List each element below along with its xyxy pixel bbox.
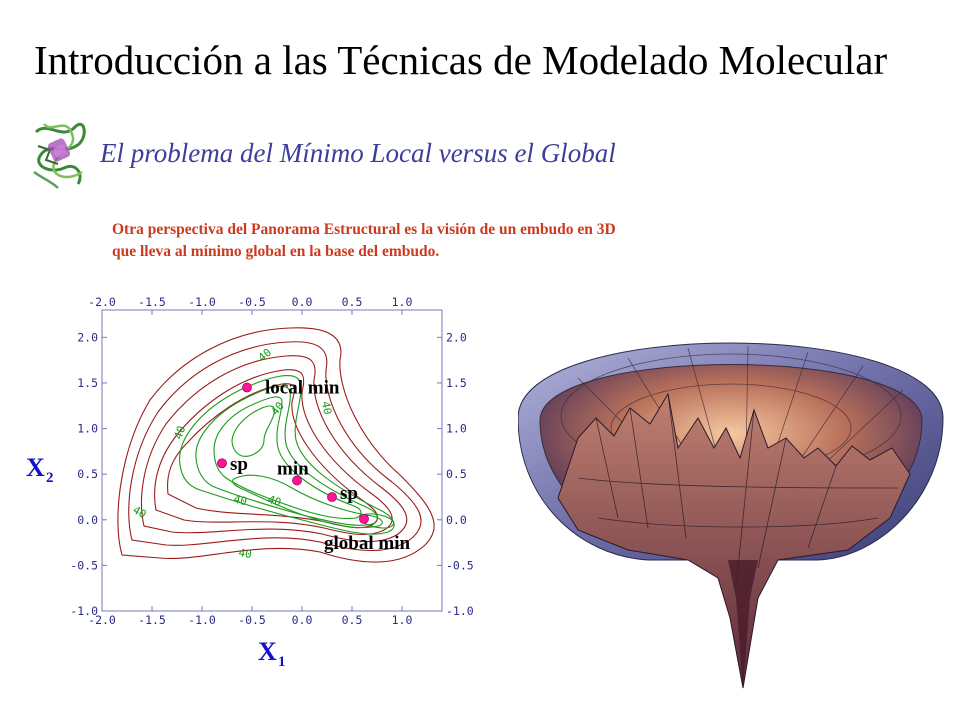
y-tick-label-left: 0.0 [77,513,98,527]
y-tick-label-right: 1.0 [446,422,467,436]
x-tick-label-bottom: -1.5 [138,613,166,627]
x-tick-label-top: -1.0 [188,295,216,309]
critical-point-label: min [277,459,309,480]
y-tick-label-right: 0.0 [446,513,467,527]
critical-point-marker [359,513,369,524]
energy-funnel-3d [518,342,944,689]
protein-structure-icon [33,122,86,189]
critical-point-label: global min [324,533,410,554]
contour-label: 40 [172,424,189,441]
y-axis-ticks: 2.0 2.0 1.5 1.5 1.0 1.0 0.5 0.5 0.0 0.0 -0.5 -0.5 -1… [70,330,473,618]
x-axis-ticks: -2.0 -2.0 -1.5 -1.5 -1.0 -1.0 -0.5 -0.5 0.0 0.0 0.… [88,295,412,627]
y-axis-subscript: 2 [46,470,54,486]
x-tick-label-top: -0.5 [238,295,266,309]
critical-point-marker [242,382,252,393]
contour-label: 40 [232,492,248,508]
x-tick-label-bottom: 1.0 [392,613,413,627]
x-tick-label-bottom: -0.5 [238,613,266,627]
y-tick-label-right: 1.5 [446,376,467,390]
x-tick-label-bottom: 0.5 [342,613,363,627]
y-tick-label-left: 1.5 [77,376,98,390]
contour-label: 40 [319,400,334,415]
x-tick-label-top: 0.5 [342,295,363,309]
critical-point-label: sp [230,454,248,475]
y-axis-name: X [26,453,45,482]
outer-contours [117,327,435,563]
contour-label: 40 [131,503,149,521]
y-tick-label-left: 0.5 [77,467,98,481]
critical-points [217,382,369,524]
x-tick-label-top: -1.5 [138,295,166,309]
critical-point-marker [292,475,302,486]
critical-point-label: sp [340,483,358,504]
x-tick-label-bottom: -1.0 [188,613,216,627]
y-tick-label-left: 1.0 [77,422,98,436]
x-tick-label-bottom: 0.0 [292,613,313,627]
slide-title: Introducción a las Técnicas de Modelado … [34,37,888,83]
y-tick-label-right: 2.0 [446,330,467,344]
y-tick-label-right: -1.0 [446,604,474,618]
x-tick-label-bottom: -2.0 [88,613,116,627]
critical-point-label: local min [265,378,340,399]
description: Otra perspectiva del Panorama Estructura… [112,219,832,263]
x-axis-name: X [258,637,277,666]
y-tick-label-right: 0.5 [446,467,467,481]
x-tick-label-top: 1.0 [392,295,413,309]
y-tick-label-left: -1.0 [70,604,98,618]
inner-contours [179,375,395,535]
x-tick-label-top: 0.0 [292,295,313,309]
x-axis-subscript: 1 [278,654,286,670]
contour-plot: -2.0 -2.0 -1.5 -1.5 -1.0 -1.0 -0.5 -0.5 0.0 0.0 0.… [26,295,474,670]
contour-label: 40 [266,493,283,510]
slide-subtitle: El problema del Mínimo Local versus el G… [100,138,616,168]
description-line-1: Otra perspectiva del Panorama Estructura… [112,221,616,238]
contour-label: 40 [237,546,252,561]
critical-point-marker [327,492,337,502]
y-tick-label-right: -0.5 [446,558,474,572]
description-line-2: que lleva al mínimo global en la base de… [112,243,440,260]
y-tick-label-left: -0.5 [70,558,98,572]
y-tick-label-left: 2.0 [77,330,98,344]
x-tick-label-top: -2.0 [88,295,116,309]
critical-point-labels: local min sp min sp global min [230,378,410,554]
critical-point-marker [217,458,227,469]
